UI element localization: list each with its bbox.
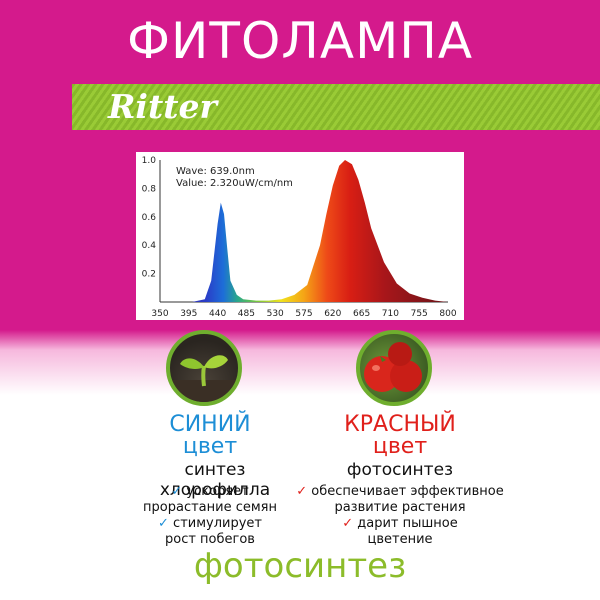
x-tick-label: 665 [353,309,370,319]
red-subtitle-word: цвет [372,434,428,459]
sprout-icon [170,355,238,402]
y-tick-label: 0.6 [142,213,157,223]
spectrum-chart: 0.2 0.4 0.6 0.8 1.0 350 395 440 485 530 575 620 665 7… [136,152,464,320]
x-tick-label: 440 [209,309,226,319]
y-tick-label: 0.4 [142,241,157,251]
check-icon: ✓ [158,516,169,531]
check-icon: ✓ [342,516,354,531]
footer-text: фотосинтез [193,546,407,586]
x-tick-label: 485 [238,309,255,319]
blue-subhead: синтез хлорофилла [159,460,271,500]
blue-title: СИНИЙ [169,412,251,437]
spectrum-svg: 0.2 0.4 0.6 0.8 1.0 350 395 440 485 530 575 620 665 7… [142,156,457,319]
x-tick-label: 350 [151,309,168,319]
check-icon: ✓ [171,484,183,499]
tomato-image [356,330,432,406]
brand-logo: Ritter [108,87,217,126]
x-tick-label: 575 [295,309,312,319]
y-tick-label: 0.2 [142,270,156,280]
x-tick-label: 755 [411,309,428,319]
blue-item-2: ✓ стимулирует рост побегов [158,516,262,547]
spectrum-area [160,160,448,302]
check-icon: ✓ [296,484,308,499]
wave-label: Wave: 639.0nm [176,166,255,177]
y-tick-label: 0.8 [142,184,157,194]
red-item-2: ✓ дарит пышное цветение [342,516,458,547]
x-tick-label: 530 [267,309,284,319]
sprout-image [166,330,242,406]
tomato-icon [364,342,422,392]
red-subhead: фотосинтез [346,460,454,480]
x-tick-label: 800 [439,309,456,319]
red-title: КРАСНЫЙ [344,412,456,437]
red-item-1: ✓ обеспечивает эффективное развитие раст… [296,484,504,515]
x-tick-label: 710 [382,309,399,319]
page-title: ФИТОЛАМПА [126,12,474,70]
blue-subtitle-word: цвет [182,434,238,459]
value-label: Value: 2.320uW/cm/nm [176,178,293,189]
blue-item-1: ✓ ускоряет прорастание семян [143,484,277,515]
x-tick-label: 620 [324,309,341,319]
x-tick-label: 395 [180,309,197,319]
y-tick-label: 1.0 [142,156,157,166]
brand-band [72,84,600,130]
